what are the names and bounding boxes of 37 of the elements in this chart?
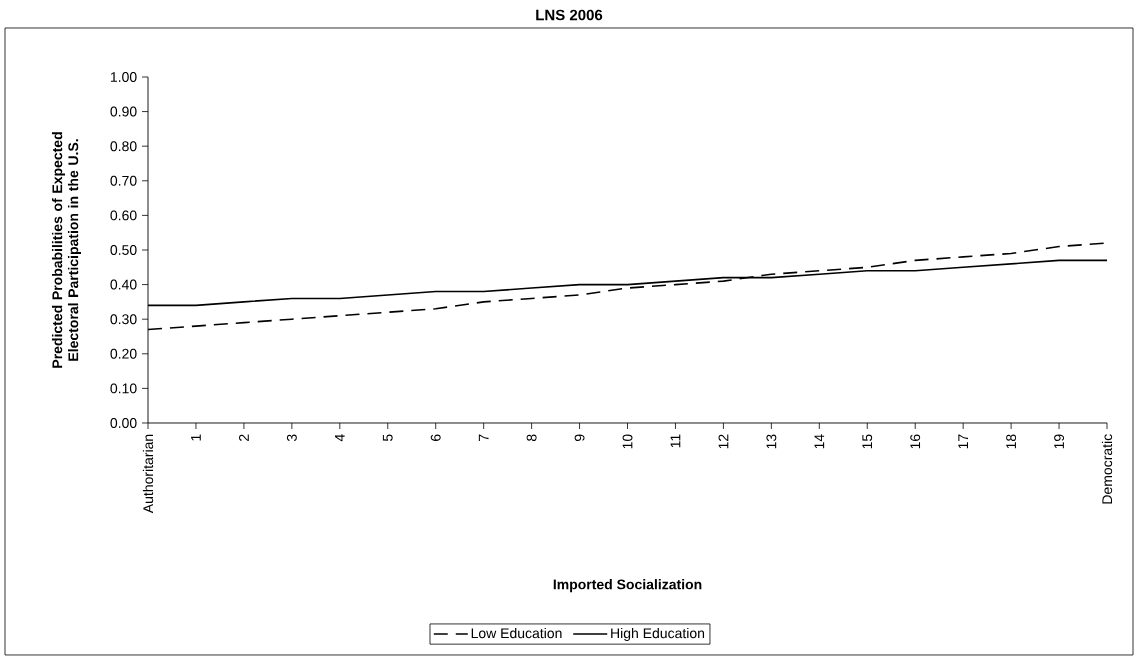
x-tick-label: 8	[526, 434, 537, 442]
legend-label: Low Education	[471, 627, 562, 639]
y-tick-label: 0.30	[110, 314, 137, 325]
y-tick-label: 0.60	[110, 210, 137, 221]
y-axis-title: Predicted Probabilities of Expected Electoral Participation in the U.S.	[51, 132, 82, 368]
x-tick-label: 13	[766, 434, 777, 449]
x-tick-label: 1	[191, 434, 201, 441]
y-tick-label: 0.40	[110, 279, 137, 290]
x-tick-label: Democratic	[1101, 434, 1113, 504]
x-tick-label: 7	[478, 434, 489, 441]
x-tick-label: 19	[1054, 434, 1065, 449]
y-tick-label: 0.70	[110, 175, 137, 186]
y-tick-label: 0.90	[110, 106, 137, 117]
x-tick-label: 16	[910, 434, 921, 449]
y-tick-label: 0.20	[110, 348, 137, 359]
x-tick-label: 2	[239, 434, 249, 441]
x-tick-label: 10	[622, 434, 633, 449]
x-tick-label: 18	[1006, 434, 1017, 449]
y-tick-label: 0.50	[110, 245, 137, 255]
x-tick-label: 9	[574, 434, 585, 441]
y-tick-label: 0.80	[110, 141, 137, 152]
y-tick-label: 0.00	[110, 418, 137, 428]
legend-label: High Education	[611, 627, 705, 641]
x-tick-label: 17	[958, 434, 968, 449]
x-tick-label: 4	[335, 434, 345, 442]
x-axis-title: Imported Socialization	[553, 579, 702, 593]
x-tick-label: 12	[718, 434, 729, 449]
x-tick-label: 5	[382, 434, 393, 442]
y-tick-label: 0.10	[110, 383, 137, 394]
x-tick-label: 14	[814, 434, 825, 449]
x-tick-label: 11	[670, 434, 681, 448]
x-tick-label: 6	[430, 434, 441, 441]
y-tick-label: 1.00	[110, 72, 137, 82]
x-tick-label: 3	[286, 434, 297, 442]
x-tick-label: Authoritarian	[142, 434, 154, 514]
x-tick-label: 15	[862, 434, 873, 449]
chart-title: LNS 2006	[536, 9, 603, 21]
